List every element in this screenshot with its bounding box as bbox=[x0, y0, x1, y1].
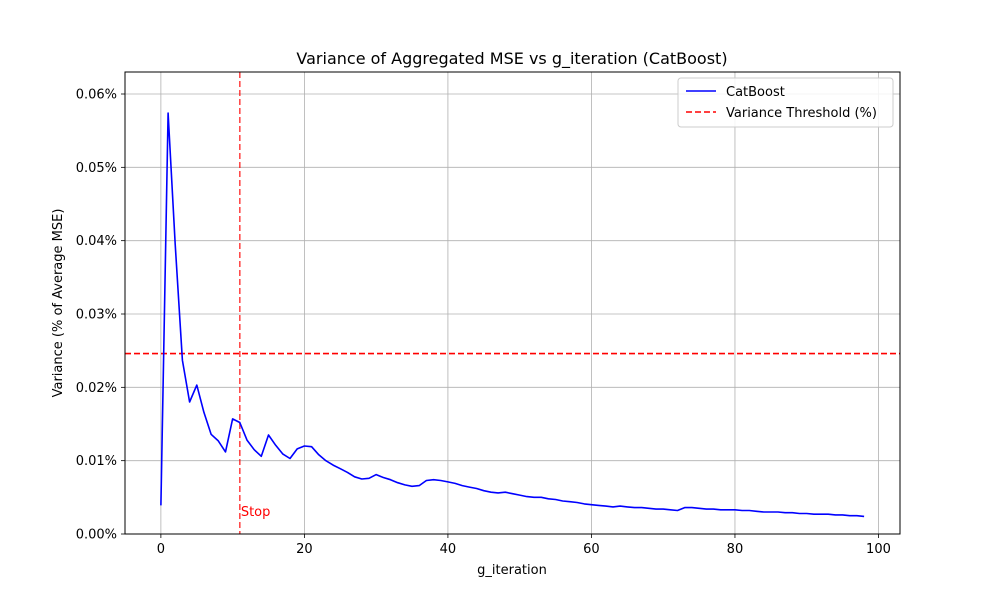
plot-frame bbox=[124, 71, 901, 535]
legend-label-catboost: CatBoost bbox=[726, 85, 785, 100]
x-tick-label: 40 bbox=[440, 542, 457, 557]
series-line-catboost bbox=[160, 112, 865, 518]
y-tick-label: 0.00% bbox=[76, 528, 117, 543]
x-axis-label: g_iteration bbox=[477, 563, 547, 578]
x-tick-label: 100 bbox=[866, 542, 891, 557]
x-tick-label: 80 bbox=[727, 542, 744, 557]
y-tick-label: 0.04% bbox=[76, 234, 117, 249]
x-tick-label: 0 bbox=[157, 542, 165, 557]
x-tick-label: 60 bbox=[583, 542, 600, 557]
y-tick-label: 0.01% bbox=[76, 454, 117, 469]
y-tick-label: 0.05% bbox=[76, 161, 117, 176]
y-axis-label: Variance (% of Average MSE) bbox=[51, 209, 66, 398]
threshold-layer: Stop bbox=[125, 72, 900, 534]
y-tick-label: 0.03% bbox=[76, 308, 117, 323]
stop-annotation: Stop bbox=[241, 505, 271, 520]
y-tick-label: 0.06% bbox=[76, 88, 117, 103]
legend: CatBoost Variance Threshold (%) bbox=[677, 77, 894, 128]
legend-label-threshold: Variance Threshold (%) bbox=[726, 106, 877, 121]
series-layer bbox=[160, 112, 865, 518]
x-tick-label: 20 bbox=[296, 542, 313, 557]
legend-box bbox=[677, 77, 894, 128]
y-tick-label: 0.02% bbox=[76, 381, 117, 396]
ticks-layer: 0 20 40 60 80 100 0.00% 0.01% 0.02% 0.03% 0.04% 0.0… bbox=[76, 88, 891, 558]
chart-title: Variance of Aggregated MSE vs g_iteratio… bbox=[296, 49, 727, 69]
